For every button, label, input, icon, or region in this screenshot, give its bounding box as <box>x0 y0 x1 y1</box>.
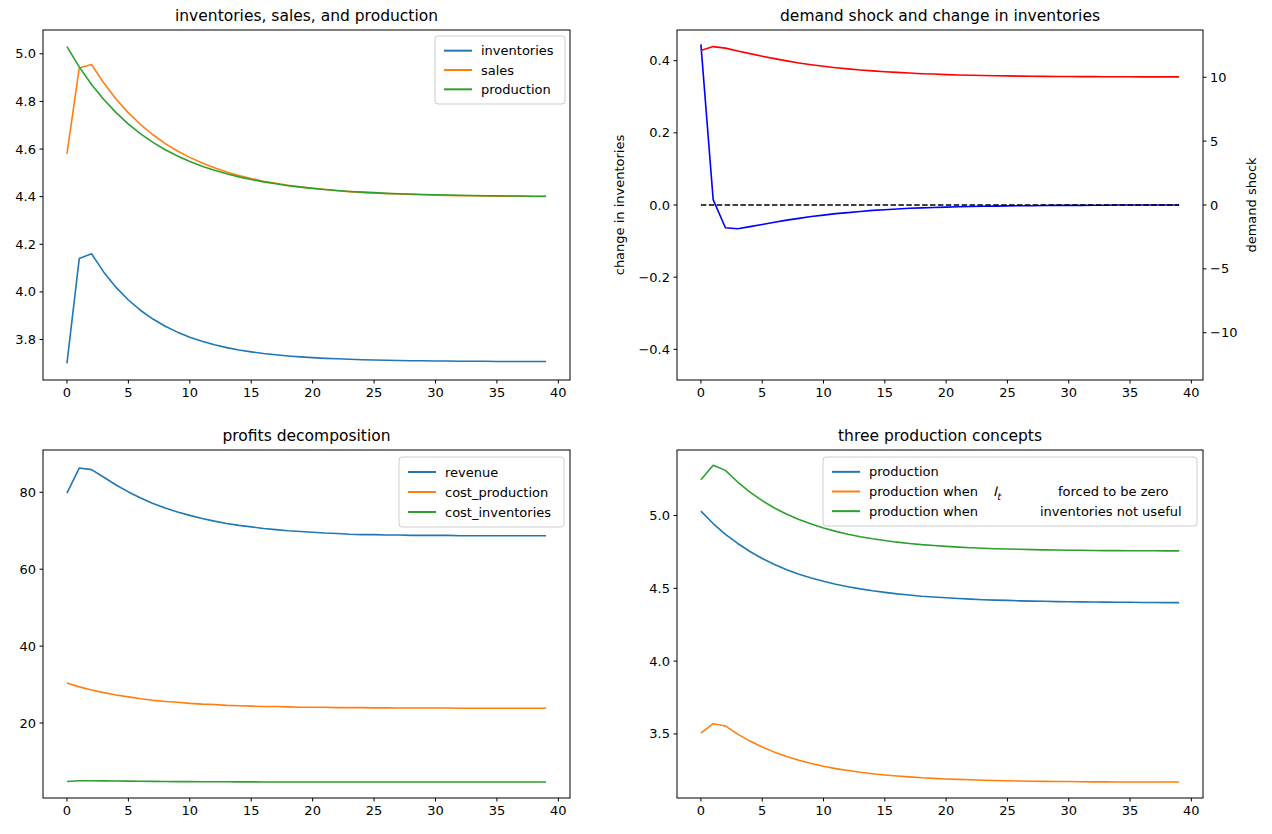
series-line-cost-production <box>67 683 546 708</box>
x-tick-label: 20 <box>938 385 955 400</box>
right-y-tick-label: 10 <box>1210 70 1227 85</box>
x-tick-label: 0 <box>697 803 705 818</box>
y-tick-label: 4.8 <box>15 94 36 109</box>
x-tick-label: 5 <box>758 803 766 818</box>
y-tick-label: 4.0 <box>15 284 36 299</box>
y-tick-label: 0.0 <box>649 198 670 213</box>
x-tick-label: 0 <box>63 803 71 818</box>
y-tick-label: 4.2 <box>15 237 36 252</box>
x-tick-label: 35 <box>489 803 506 818</box>
x-tick-label: 15 <box>243 803 260 818</box>
x-tick-label: 35 <box>489 385 506 400</box>
series-line-change-in-inventories <box>701 44 1179 228</box>
legend-label: sales <box>481 63 514 78</box>
right-y-tick-label: −5 <box>1210 261 1229 276</box>
x-tick-label: 25 <box>366 803 383 818</box>
y-tick-label: −0.4 <box>638 342 670 357</box>
subplot-inventories-sales-production: 0 5 10 15 20 25 30 35 40 3.8 4.0 4.2 4.4 4.6 4.8 5.0 inv… <box>15 30 570 400</box>
right-y-tick-label: −10 <box>1210 325 1237 340</box>
y-tick-label: 60 <box>19 562 36 577</box>
y-tick-label: 0.2 <box>649 125 670 140</box>
x-tick-label: 20 <box>938 803 955 818</box>
series-line-production-It-forced-zero <box>701 724 1179 782</box>
y-tick-label: 40 <box>19 639 36 654</box>
x-tick-label: 15 <box>243 385 260 400</box>
x-tick-label: 20 <box>304 803 321 818</box>
x-tick-label: 15 <box>877 803 894 818</box>
y-tick-label: 3.8 <box>15 332 36 347</box>
y-tick-label: 20 <box>19 716 36 731</box>
right-y-tick-label: 5 <box>1210 134 1218 149</box>
subplot-three-production-concepts: 05101520253035403.54.04.55.0productionpr… <box>649 450 1203 818</box>
y-tick-label: 4.4 <box>15 189 36 204</box>
subplot-demand-shock-and-change-in-inventories: 0 5 10 15 20 25 30 35 40 −0.4 −0.2 0.0 0.2 0.4 −10 −5 0 5… <box>612 30 1259 400</box>
x-tick-label: 30 <box>1060 803 1077 818</box>
x-tick-label: 10 <box>182 385 199 400</box>
x-tick-label: 40 <box>550 385 567 400</box>
left-y-axis-label: change in inventories <box>612 135 627 276</box>
y-tick-label: 4.6 <box>15 142 36 157</box>
legend-label: inventories <box>481 43 554 58</box>
x-tick-label: 35 <box>1122 803 1139 818</box>
matplotlib-figure: 0 5 10 15 20 25 30 35 40 3.8 4.0 4.2 4.4 4.6 4.8 5.0 inv… <box>0 0 1272 834</box>
x-tick-label: 30 <box>427 803 444 818</box>
series-line-demand-shock <box>701 47 1179 77</box>
x-tick-label: 40 <box>550 803 567 818</box>
series-line-cost-inventories <box>67 781 546 782</box>
subplot-title-three-production-concepts: three production concepts <box>677 427 1203 445</box>
legend-label: cost_inventories <box>445 505 551 520</box>
x-tick-label: 25 <box>999 385 1016 400</box>
subplot-title-demand-shock-and-change-in-inventories: demand shock and change in inventories <box>677 7 1203 25</box>
x-tick-label: 10 <box>815 803 832 818</box>
x-tick-label: 35 <box>1122 385 1139 400</box>
x-tick-label: 10 <box>815 385 832 400</box>
legend-label: production <box>869 464 939 479</box>
right-y-tick-label: 0 <box>1210 198 1218 213</box>
figure-canvas: 0 5 10 15 20 25 30 35 40 3.8 4.0 4.2 4.4 4.6 4.8 5.0 inv… <box>0 0 1272 834</box>
legend-label: production <box>481 82 551 97</box>
y-tick-label: 4.0 <box>649 654 670 669</box>
y-tick-label: 80 <box>19 485 36 500</box>
y-tick-label: 5.0 <box>15 46 36 61</box>
x-tick-label: 5 <box>124 803 132 818</box>
y-tick-label: 3.5 <box>649 726 670 741</box>
x-tick-label: 0 <box>697 385 705 400</box>
x-tick-label: 25 <box>999 803 1016 818</box>
x-tick-label: 5 <box>124 385 132 400</box>
y-tick-label: 5.0 <box>649 508 670 523</box>
x-tick-label: 30 <box>1060 385 1077 400</box>
subplot-profits-decomposition: 0 5 10 15 20 25 30 35 40 20 40 60 80 revenue cost_prod… <box>19 450 570 818</box>
x-tick-label: 15 <box>877 385 894 400</box>
x-tick-label: 40 <box>1183 803 1200 818</box>
y-tick-label: −0.2 <box>638 270 670 285</box>
subplot-title-inventories-sales-production: inventories, sales, and production <box>43 7 570 25</box>
x-tick-label: 5 <box>758 385 766 400</box>
legend-label: cost_production <box>445 485 548 500</box>
x-tick-label: 20 <box>304 385 321 400</box>
x-tick-label: 25 <box>366 385 383 400</box>
y-tick-label: 4.5 <box>649 581 670 596</box>
subplot-title-profits-decomposition: profits decomposition <box>43 427 570 445</box>
series-line-inventories <box>67 254 546 364</box>
right-y-axis-label: demand shock <box>1244 157 1259 253</box>
x-tick-label: 0 <box>63 385 71 400</box>
x-tick-label: 10 <box>182 803 199 818</box>
x-tick-label: 30 <box>427 385 444 400</box>
x-tick-label: 40 <box>1183 385 1200 400</box>
y-tick-label: 0.4 <box>649 53 670 68</box>
legend-label: revenue <box>445 465 498 480</box>
